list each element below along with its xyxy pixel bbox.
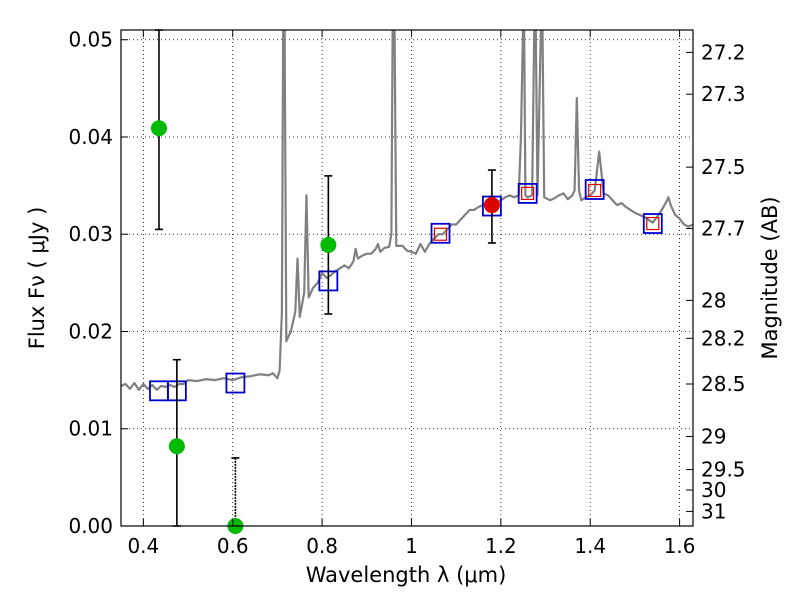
observed-small-square <box>588 183 602 198</box>
observed-point <box>168 438 185 455</box>
data-layer <box>121 30 693 402</box>
model-sed-line <box>121 30 693 391</box>
y-axis-label-left: Flux Fν ( μJy ) <box>25 207 49 350</box>
right-tick-label: 30 <box>701 478 726 502</box>
right-tick-label: 31 <box>701 499 726 523</box>
observed-point <box>483 197 500 214</box>
x-axis-label: Wavelength λ (μm) <box>306 563 507 587</box>
observed-point <box>150 120 167 137</box>
x-tick-label: 0.6 <box>217 534 249 558</box>
x-tick-label: 0.4 <box>127 534 159 558</box>
y-axis-label-right: Magnitude (AB) <box>758 196 782 359</box>
right-tick-label: 27.2 <box>701 40 746 64</box>
y-tick-label: 0.01 <box>68 417 113 441</box>
model-photometry-square <box>430 222 451 244</box>
x-tick-label: 1.4 <box>574 534 606 558</box>
right-tick-label: 27.3 <box>701 82 746 106</box>
axes: 0.4 0.6 0.8 1 1.2 1.4 1.6 0.00 0.01 0.02 0.03 0.04 0… <box>68 28 745 558</box>
y-tick-label: 0.04 <box>68 125 113 149</box>
right-tick-label: 28.5 <box>701 372 746 396</box>
y-tick-label: 0.02 <box>68 319 113 343</box>
model-photometry-square <box>584 179 605 200</box>
y-tick-label: 0.05 <box>68 28 113 52</box>
right-tick-label: 28.2 <box>701 326 746 350</box>
x-tick-label: 0.8 <box>306 534 338 558</box>
right-tick-label: 27.5 <box>701 155 746 179</box>
right-tick-label: 29.5 <box>701 458 746 482</box>
x-tick-label: 1.2 <box>485 534 517 558</box>
observed-small-square <box>521 186 535 200</box>
x-tick-label: 1 <box>405 534 418 558</box>
observed-small-square <box>646 216 660 231</box>
x-tick-label: 1.6 <box>664 534 696 558</box>
observed-point <box>320 236 337 253</box>
y-tick-label: 0.03 <box>68 222 113 246</box>
right-tick-label: 27.7 <box>701 216 746 240</box>
grid <box>121 30 693 527</box>
y-tick-label: 0.00 <box>68 514 113 538</box>
model-photometry-square <box>225 372 246 394</box>
error-bars <box>150 29 500 534</box>
right-tick-label: 28 <box>701 288 726 312</box>
model-photometry-square <box>642 213 663 234</box>
right-tick-label: 29 <box>701 425 726 449</box>
model-photometry-square <box>517 182 538 204</box>
plot-frame <box>120 29 694 527</box>
observed-small-square <box>433 227 448 241</box>
